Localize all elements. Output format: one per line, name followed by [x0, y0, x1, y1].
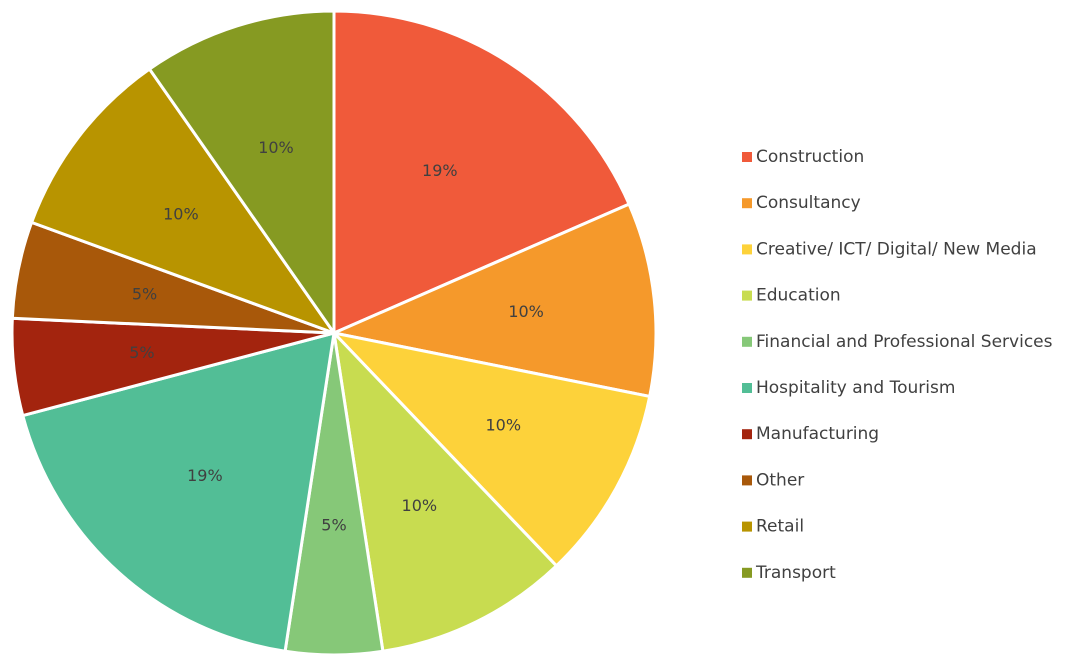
legend-label: Manufacturing — [756, 424, 879, 444]
slice-label: 19% — [422, 161, 458, 180]
legend-label: Retail — [756, 517, 804, 537]
legend-swatch — [742, 429, 752, 440]
legend-swatch — [742, 521, 752, 532]
pie-slice — [29, 66, 338, 337]
pie-slice — [329, 330, 652, 568]
slice-label: 10% — [163, 205, 199, 224]
pie-slice — [332, 9, 632, 336]
slice-label: 5% — [132, 284, 157, 303]
legend-label: Creative/ ICT/ Digital/ New Media — [756, 239, 1037, 259]
legend-swatch — [742, 290, 752, 301]
legend-label: Other — [756, 470, 804, 490]
legend-label: Financial and Professional Services — [756, 332, 1053, 352]
slice-label: 10% — [402, 496, 438, 515]
legend-swatch — [742, 567, 752, 578]
slice-label: 10% — [485, 416, 521, 435]
legend-label: Education — [756, 286, 841, 306]
legend-label: Consultancy — [756, 193, 861, 213]
legend-label: Construction — [756, 147, 864, 167]
legend-label: Hospitality and Tourism — [756, 378, 955, 398]
pie-slice — [331, 328, 559, 653]
legend-label: Transport — [755, 563, 836, 583]
pie-slice — [147, 9, 336, 338]
slice-label: 10% — [258, 138, 294, 157]
slice-label: 5% — [321, 516, 346, 535]
legend-swatch — [742, 383, 752, 393]
pie-slice — [20, 330, 336, 653]
legend-swatch — [742, 336, 752, 347]
legend-swatch — [742, 475, 752, 486]
legend-swatch — [742, 244, 752, 255]
slice-label: 10% — [508, 302, 544, 321]
legend-swatch — [742, 198, 752, 209]
slice-label: 5% — [129, 343, 154, 362]
legend-swatch — [742, 152, 752, 162]
slice-label: 19% — [187, 466, 223, 485]
